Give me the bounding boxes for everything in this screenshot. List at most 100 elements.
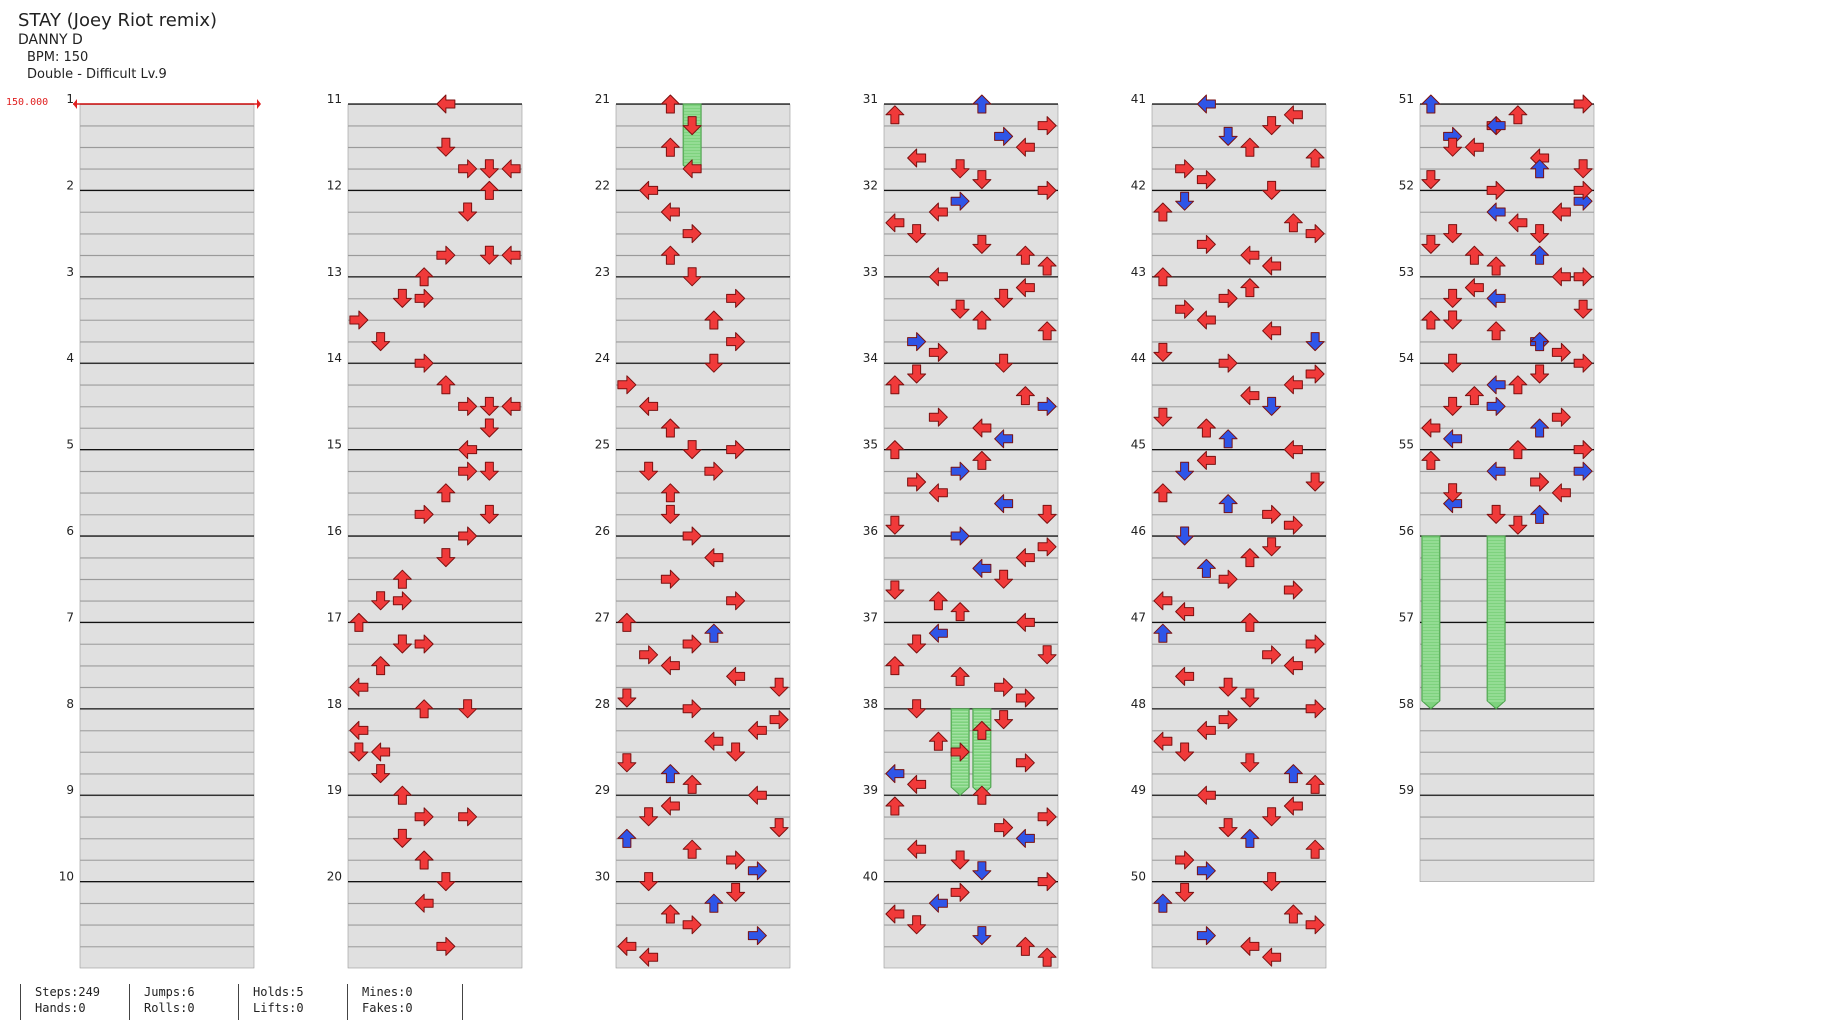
beat-band — [1151, 190, 1327, 213]
beat-band — [347, 449, 523, 472]
beat-band — [1419, 406, 1595, 429]
beat-band — [615, 320, 791, 342]
beat-band — [1151, 838, 1327, 861]
beat-band — [883, 881, 1059, 904]
beat-band — [79, 385, 255, 407]
measure-number: 31 — [863, 92, 878, 106]
beat-band — [347, 665, 523, 688]
beat-band — [1419, 709, 1595, 731]
beat-band — [79, 730, 255, 753]
beat-band — [615, 838, 791, 861]
beat-band — [615, 298, 791, 321]
beat-band — [1151, 730, 1327, 753]
stat-steps-hands: Steps:249 Hands:0 — [20, 984, 129, 1020]
beat-band — [615, 277, 791, 299]
beat-band — [883, 557, 1059, 580]
beat-band — [79, 233, 255, 256]
beat-band — [1419, 233, 1595, 256]
beat-band — [347, 277, 523, 299]
stat-mines: Mines:0 — [362, 985, 413, 999]
beat-band — [79, 493, 255, 515]
beat-band — [1151, 277, 1327, 299]
beat-band — [79, 341, 255, 364]
beat-band — [615, 752, 791, 774]
measure-number: 37 — [863, 610, 878, 624]
beat-band — [79, 557, 255, 580]
stat-lifts: Lifts:0 — [253, 1001, 304, 1015]
beat-band — [79, 601, 255, 623]
beat-band — [347, 212, 523, 234]
beat-band — [79, 212, 255, 234]
beat-band — [79, 169, 255, 191]
beat-band — [347, 709, 523, 731]
beat-band — [883, 795, 1059, 818]
measure-number: 49 — [1131, 783, 1146, 797]
beat-band — [79, 363, 255, 386]
measure-number: 18 — [327, 697, 342, 711]
beat-band — [1151, 925, 1327, 947]
measure-number: 21 — [595, 92, 610, 106]
beat-band — [1419, 730, 1595, 753]
beat-band — [883, 125, 1059, 148]
beat-band — [79, 471, 255, 494]
beat-band — [1419, 665, 1595, 688]
measure-number: 5 — [66, 438, 74, 452]
beat-band — [1419, 385, 1595, 407]
measure-number: 42 — [1131, 178, 1146, 192]
chart-stats: Steps:249 Hands:0 Jumps:6 Rolls:0 Holds:… — [20, 984, 463, 1020]
beat-band — [615, 341, 791, 364]
measure-number: 22 — [595, 178, 610, 192]
beat-band — [347, 838, 523, 861]
measure-number: 34 — [863, 351, 878, 365]
measure-number: 12 — [327, 178, 342, 192]
measure-number: 10 — [59, 870, 74, 884]
measure-number: 16 — [327, 524, 342, 538]
beat-band — [347, 385, 523, 407]
beat-band — [347, 471, 523, 494]
beat-band — [79, 536, 255, 558]
beat-band — [883, 449, 1059, 472]
beat-band — [883, 903, 1059, 926]
beat-band — [883, 212, 1059, 234]
beat-band — [883, 860, 1059, 882]
beat-band — [347, 579, 523, 602]
beat-band — [1151, 536, 1327, 558]
beat-band — [79, 277, 255, 299]
beat-band — [615, 104, 791, 126]
beat-band — [79, 406, 255, 429]
beat-band — [347, 817, 523, 839]
beat-band — [347, 601, 523, 623]
beat-band — [1151, 752, 1327, 774]
beat-band — [883, 471, 1059, 494]
beat-band — [347, 860, 523, 882]
beat-band — [883, 493, 1059, 515]
beat-band — [1151, 212, 1327, 234]
beat-band — [883, 104, 1059, 126]
measure-number: 23 — [595, 265, 610, 279]
beat-band — [79, 903, 255, 926]
measure-number: 25 — [595, 438, 610, 452]
beat-band — [347, 255, 523, 278]
beat-band — [347, 644, 523, 666]
beat-band — [1151, 320, 1327, 342]
beat-band — [1419, 514, 1595, 537]
beat-band — [1151, 881, 1327, 904]
measure-number: 58 — [1399, 697, 1414, 711]
beat-band — [615, 665, 791, 688]
measure-number: 53 — [1399, 265, 1414, 279]
beat-band — [1419, 169, 1595, 191]
beat-band — [883, 320, 1059, 342]
beat-band — [1151, 644, 1327, 666]
beat-band — [79, 428, 255, 450]
song-artist: DANNY D — [18, 32, 83, 48]
beat-band — [615, 428, 791, 450]
beat-band — [347, 795, 523, 818]
measure-number: 46 — [1131, 524, 1146, 538]
stat-jumps-rolls: Jumps:6 Rolls:0 — [129, 984, 238, 1020]
beat-band — [347, 147, 523, 170]
beat-band — [1419, 860, 1595, 882]
beat-band — [1151, 147, 1327, 170]
beat-band — [347, 773, 523, 796]
measure-number: 59 — [1399, 783, 1414, 797]
measure-number: 30 — [595, 870, 610, 884]
